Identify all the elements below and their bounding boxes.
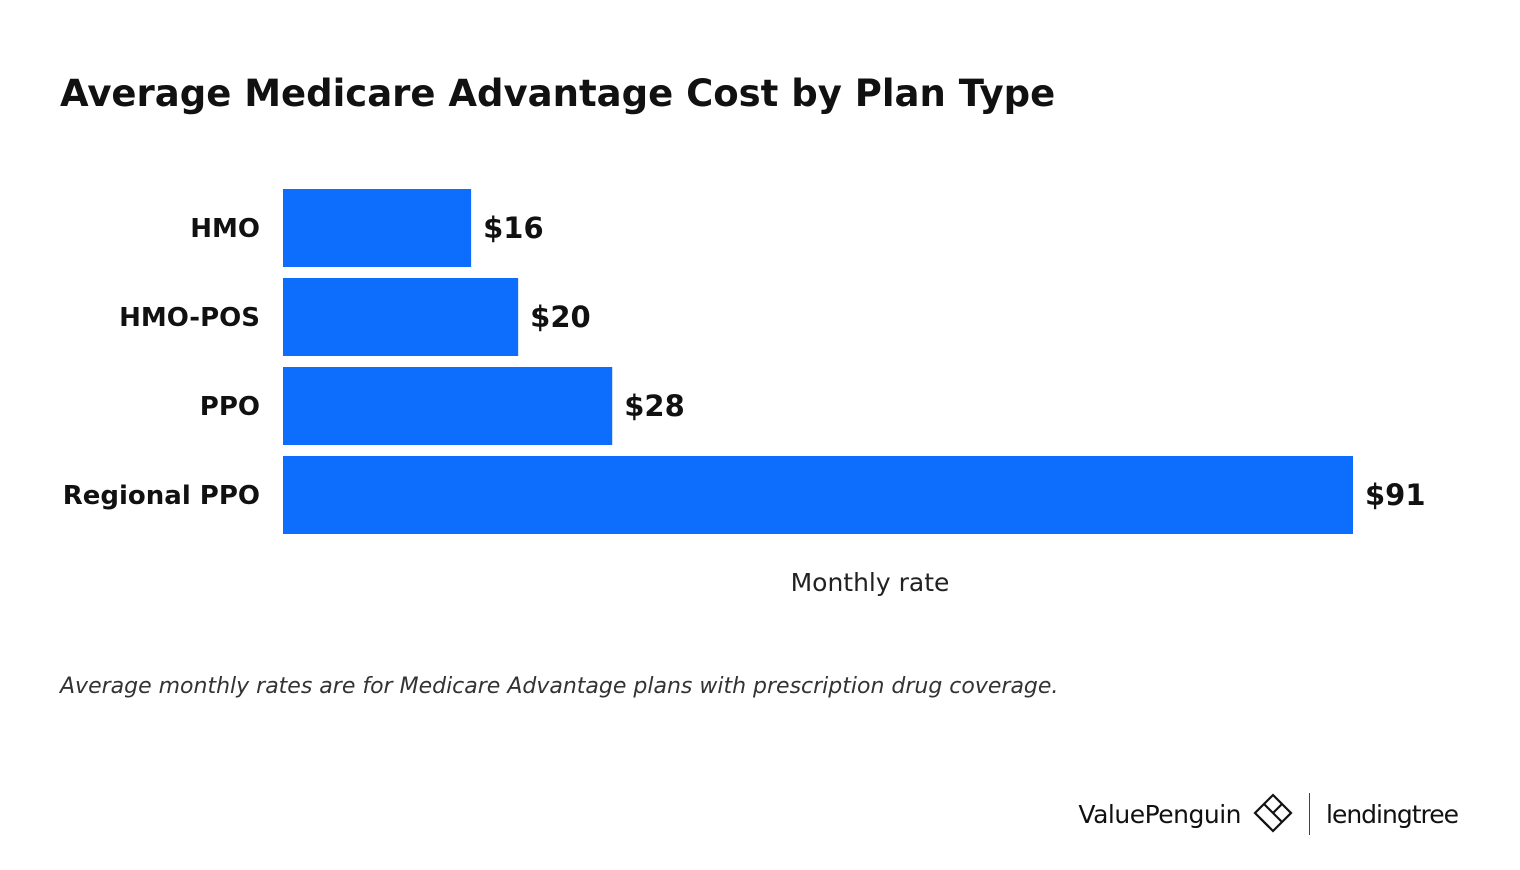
lendingtree-logo-text: lendingtree (1326, 799, 1459, 829)
footnote: Average monthly rates are for Medicare A… (60, 674, 1059, 699)
x-axis-label: Monthly rate (791, 568, 950, 597)
value-label: $28 (624, 389, 685, 423)
category-label: HMO (190, 214, 260, 244)
value-label: $20 (530, 300, 591, 334)
value-label: $91 (1365, 478, 1426, 512)
category-label: HMO-POS (119, 303, 260, 333)
category-label: PPO (200, 392, 260, 422)
category-label: Regional PPO (63, 481, 260, 511)
chart-title: Average Medicare Advantage Cost by Plan … (60, 72, 1056, 115)
bar-hmo-pos (283, 278, 519, 356)
value-label: $16 (483, 211, 544, 245)
valuepenguin-logo-text: ValuePenguin (1078, 799, 1241, 829)
brand-logos: ValuePenguin lendingtree (1078, 790, 1459, 838)
bar-chart: HMO $16 HMO-POS $20 PPO $28 Regional PPO $91 Mo… (63, 189, 1426, 597)
brand-divider (1309, 793, 1310, 835)
valuepenguin-diamond-icon (1251, 792, 1295, 836)
bars-layer: HMO $16 HMO-POS $20 PPO $28 Regional PPO $91 (63, 189, 1426, 534)
bar-hmo (283, 189, 472, 267)
bar-regional-ppo (283, 456, 1353, 534)
bar-ppo (283, 367, 613, 445)
